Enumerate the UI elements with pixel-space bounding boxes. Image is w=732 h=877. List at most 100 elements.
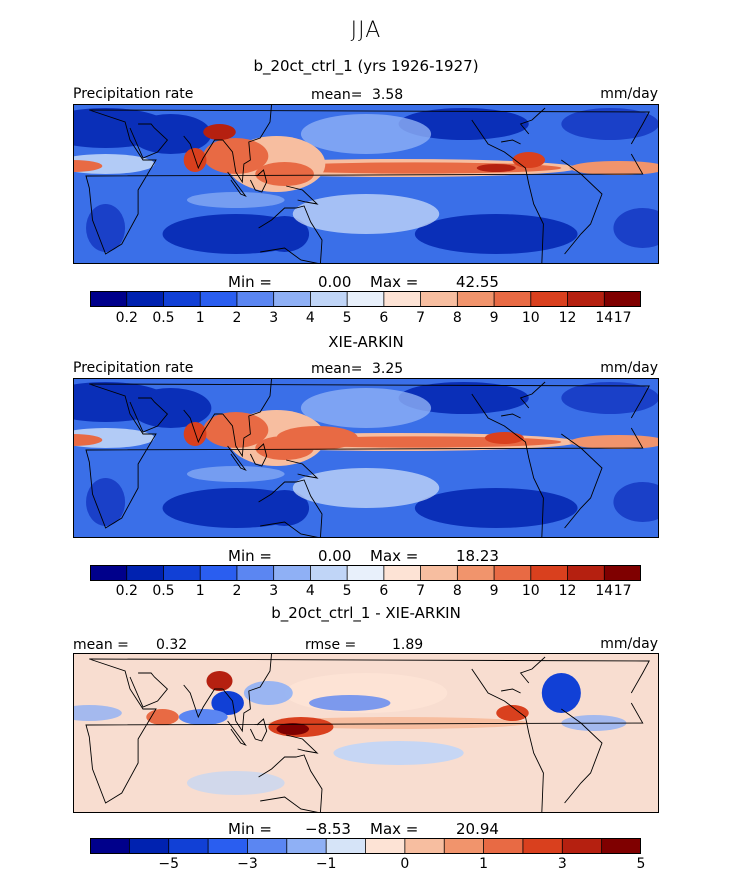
- panel-1-colorbar: [90, 291, 641, 307]
- colorbar-swatch: [604, 565, 641, 581]
- colorbar-swatch: [310, 291, 348, 307]
- colorbar-swatch: [567, 291, 605, 307]
- coastline-segment: [286, 734, 319, 754]
- dry-region-s-atlantic: [613, 208, 659, 248]
- colorbar-swatch: [567, 565, 605, 581]
- panel-3-units: mm/day: [600, 636, 658, 652]
- dry-region-se-pacific: [414, 214, 578, 254]
- colorbar-swatch: [365, 838, 406, 854]
- season-title: JJA: [350, 18, 382, 43]
- panel-3-colorbar: [90, 838, 641, 854]
- colorbar-swatch: [310, 565, 348, 581]
- coastlines: [85, 378, 650, 538]
- moist-region-spcz: [292, 194, 440, 234]
- panel-2-units: mm/day: [600, 360, 658, 376]
- colorbar-frame: [90, 291, 641, 307]
- coastline-segment: [471, 119, 544, 264]
- coastline-segment: [286, 459, 319, 479]
- colorbar-swatch: [347, 291, 385, 307]
- coastline-segment: [183, 135, 223, 170]
- colorbar-swatch: [126, 291, 164, 307]
- map-frame: [73, 378, 659, 538]
- dry-region-se-pacific: [414, 488, 578, 528]
- panel-2-colorbar: [90, 565, 641, 581]
- colorbar-swatch: [208, 838, 248, 854]
- itcz-atlantic: [569, 161, 659, 175]
- colorbar-tick-label: 17: [613, 583, 632, 599]
- colorbar-tick-label: 9: [489, 310, 499, 326]
- diff-maritime-max: [276, 723, 310, 735]
- indian-south-band: [186, 466, 285, 482]
- dry-region-australia: [260, 490, 310, 526]
- panel-1-title: b_20ct_ctrl_1 (yrs 1926-1927): [253, 57, 479, 75]
- colorbar-swatch: [494, 291, 532, 307]
- panel-2-map: [73, 378, 659, 538]
- colorbar-tick-label: −5: [158, 856, 180, 872]
- colorbar-tick-label: 7: [416, 310, 426, 326]
- colorbar-tick-label: −1: [315, 856, 337, 872]
- itcz-atlantic: [569, 435, 659, 449]
- colorbar-tick-label: 6: [379, 583, 389, 599]
- colorbar-swatch: [168, 838, 209, 854]
- coastlines: [85, 653, 650, 813]
- itcz-africa: [73, 434, 103, 446]
- colorbar-tick-label: 0: [400, 856, 410, 872]
- colorbar-swatch: [163, 565, 201, 581]
- dry-region-n-atlantic: [561, 108, 659, 140]
- colorbar-swatch: [404, 838, 445, 854]
- colorbar-tick-label: 0.5: [152, 583, 175, 599]
- diff-spcz-neg: [333, 741, 464, 765]
- panel-3-max-value: 20.94: [456, 820, 499, 838]
- colorbar-tick-label: 1: [195, 310, 205, 326]
- panel-2-min-value: 0.00: [318, 547, 352, 565]
- colorbar-swatch: [286, 838, 327, 854]
- colorbar-frame: [90, 838, 641, 854]
- colorbar-swatch: [129, 838, 170, 854]
- panel-2-mean-label: mean=: [311, 361, 363, 377]
- panel-2-colorbar-ticks: 0.2 0.5 1 2 3 4 5 6 7 8 9 10 12 14 17: [90, 583, 641, 601]
- diff-s-indian-neg: [186, 771, 285, 795]
- colorbar-swatch: [236, 565, 275, 581]
- panel-3-title: b_20ct_ctrl_1 - XIE-ARKIN: [271, 604, 461, 622]
- colorbar-tick-label: 6: [379, 310, 389, 326]
- coastline-segment: [249, 443, 268, 467]
- dry-region-arabia: [129, 114, 212, 154]
- indian-south-band: [186, 192, 285, 208]
- coastline-segment: [129, 397, 169, 433]
- west-pacific-max: [276, 426, 358, 450]
- colorbar-swatch: [420, 565, 458, 581]
- panel-1-min-label: Min =: [228, 273, 272, 291]
- panel-3-map: [73, 653, 659, 813]
- dry-region-s-africa: [86, 478, 126, 526]
- diff-caribbean-neg: [541, 673, 581, 713]
- map-frame: [73, 104, 659, 264]
- colorbar-tick-label: 14: [595, 583, 614, 599]
- panel-1-variable-label: Precipitation rate: [73, 86, 194, 102]
- panel-1-mean-value: 3.58: [372, 87, 404, 103]
- panel-1-mean-label: mean=: [311, 87, 363, 103]
- colorbar-swatch: [90, 838, 130, 854]
- moist-region-n-pacific: [300, 114, 432, 154]
- diff-indian-neg: [178, 709, 228, 725]
- panel-2-title: XIE-ARKIN: [328, 333, 404, 351]
- itcz-east-pacific-max: [484, 432, 524, 444]
- monsoon-bay-of-bengal: [203, 412, 269, 448]
- colorbar-tick-label: 12: [558, 310, 577, 326]
- colorbar-tick-label: 12: [558, 583, 577, 599]
- coastline-segment: [222, 653, 273, 733]
- coastline-segment: [258, 754, 323, 813]
- colorbar-swatch: [522, 838, 563, 854]
- coastline-segment: [519, 656, 546, 684]
- colorbar-swatch: [444, 838, 485, 854]
- panel-1-max-value: 42.55: [456, 273, 499, 291]
- colorbar-tick-label: 9: [489, 583, 499, 599]
- panel-2-min-label: Min =: [228, 547, 272, 565]
- colorbar-swatch: [457, 291, 495, 307]
- coastline-segment: [85, 658, 650, 804]
- dry-region-s-africa: [86, 204, 126, 252]
- coastline-segment: [249, 169, 268, 193]
- coastline-segment: [227, 445, 247, 472]
- colorbar-swatch: [163, 291, 201, 307]
- coastline-segment: [227, 720, 247, 747]
- itcz-east-pacific-max: [476, 164, 516, 172]
